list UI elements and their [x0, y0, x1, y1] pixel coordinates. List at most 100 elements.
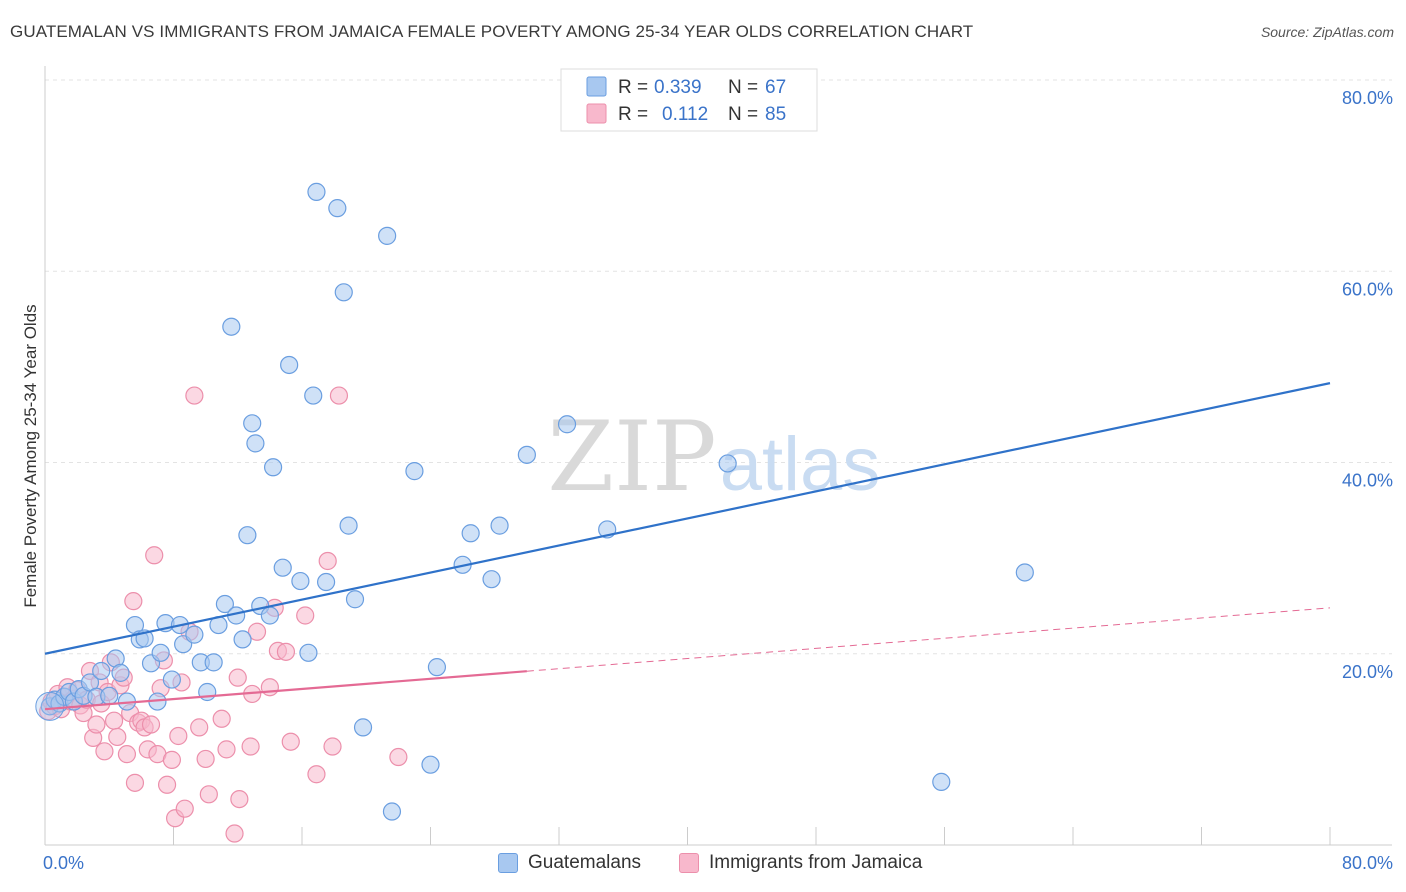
y-tick-label-0: 20.0% — [1342, 662, 1393, 682]
jamaica-point-46 — [190, 718, 209, 737]
jamaica-point-50 — [217, 740, 236, 759]
legend-top: R = 0.339 N = 67 R = 0.112 N = 85 — [560, 68, 818, 132]
jamaica-point-43 — [175, 799, 194, 818]
y-tick-label-2: 60.0% — [1342, 279, 1393, 299]
guatemalans-point-35 — [243, 414, 262, 433]
jamaica-point-49 — [212, 709, 231, 728]
guatemalans-point-42 — [291, 571, 310, 591]
trend-lines — [44, 382, 1331, 711]
guatemalans-point-31 — [222, 317, 241, 336]
jamaica-point-34 — [145, 546, 164, 565]
jamaica-point-53 — [230, 789, 249, 809]
guatemalans-point-64 — [718, 454, 737, 473]
jamaica-point-62 — [296, 606, 315, 625]
y-axis-label: Female Poverty Among 25-34 Year Olds — [21, 304, 40, 607]
guatemalans-point-36 — [246, 434, 265, 453]
guatemalans-point-34 — [238, 526, 257, 545]
jamaica-point-52 — [228, 668, 247, 687]
source-label: Source: ZipAtlas.com — [1260, 24, 1394, 40]
tick-labels: 20.0% 40.0% 60.0% 80.0% 0.0% 80.0% — [43, 88, 1393, 873]
jamaica-point-41 — [169, 726, 188, 746]
guatemalans-point-60 — [490, 516, 509, 535]
guatemalans-point-44 — [304, 386, 323, 405]
guatemalans-point-58 — [461, 524, 480, 543]
jamaica-point-63 — [307, 765, 326, 784]
jamaica-point-27 — [124, 592, 143, 611]
grid-lines — [45, 79, 1392, 655]
guatemalans-point-65 — [932, 772, 951, 791]
jamaica-point-64 — [318, 551, 337, 571]
guatemalans-point-61 — [517, 445, 536, 464]
chart-title: GUATEMALAN VS IMMIGRANTS FROM JAMAICA FE… — [10, 22, 974, 41]
guatemalans-point-40 — [273, 558, 292, 577]
jamaica-point-61 — [281, 732, 300, 751]
jamaica-point-45 — [185, 386, 204, 405]
watermark: ZIP atlas — [547, 401, 880, 513]
legend-n-value-1: 67 — [765, 77, 786, 98]
guatemalans-point-43 — [299, 643, 318, 662]
guatemalans-point-39 — [263, 458, 283, 477]
jamaica-point-33 — [141, 715, 161, 734]
guatemalans-point-38 — [260, 606, 279, 625]
legend-item-guatemalans: Guatemalans — [498, 852, 641, 874]
guatemalans-point-41 — [280, 355, 299, 375]
guatemalans-point-45 — [307, 182, 326, 201]
jamaica-point-28 — [125, 773, 145, 792]
guatemalans-point-10 — [92, 661, 111, 681]
guatemalans-point-49 — [339, 516, 358, 535]
guatemalans-point-28 — [204, 653, 223, 672]
x-tick-label-0: 0.0% — [43, 853, 84, 873]
jamaica-point-47 — [196, 749, 215, 769]
jamaica-point-38 — [157, 775, 177, 794]
guatemalans-point-46 — [316, 572, 336, 592]
jamaica-point-22 — [108, 727, 127, 747]
legend-label-jamaica: Immigrants from Jamaica — [709, 852, 923, 873]
jamaica-point-67 — [389, 747, 408, 767]
legend-n-label-2: N = — [728, 104, 758, 125]
guatemalans-cluster-point — [35, 691, 65, 721]
guatemalans-point-55 — [421, 755, 440, 774]
jamaica-point-48 — [199, 785, 218, 804]
trend-line-guatemalans — [44, 382, 1331, 655]
y-tick-label-1: 40.0% — [1342, 471, 1393, 491]
legend-r-value-2: 0.112 — [662, 104, 708, 125]
legend-item-jamaica: Immigrants from Jamaica — [679, 852, 922, 874]
legend-swatch-pink — [679, 853, 699, 873]
jamaica-point-39 — [162, 750, 181, 769]
watermark-zip: ZIP — [547, 401, 716, 513]
guatemalans-point-25 — [185, 625, 204, 644]
jamaica-point-56 — [247, 622, 267, 641]
trend-line-jamaica-dashed — [526, 607, 1331, 672]
guatemalans-point-13 — [111, 663, 130, 682]
guatemalans-point-56 — [427, 658, 447, 677]
guatemalans-point-54 — [405, 462, 424, 481]
jamaica-point-15 — [87, 715, 106, 734]
jamaica-point-25 — [117, 745, 137, 764]
guatemalans-point-11 — [100, 686, 119, 705]
legend-swatch-blue — [498, 853, 518, 873]
legend-bottom: Guatemalans Immigrants from Jamaica — [0, 852, 1406, 878]
guatemalans-point-20 — [151, 643, 170, 662]
guatemalans-point-22 — [162, 670, 181, 689]
guatemalans-point-47 — [328, 199, 347, 218]
legend-label-guatemalans: Guatemalans — [528, 852, 642, 873]
guatemalans-point-50 — [345, 590, 365, 609]
legend-r-label-1: R = — [618, 77, 648, 98]
jamaica-point-60 — [276, 642, 296, 661]
axes — [44, 66, 1392, 846]
jamaica-point-21 — [104, 711, 124, 730]
jamaica-point-51 — [225, 824, 244, 843]
guatemalans-point-33 — [233, 630, 252, 649]
legend-n-label-1: N = — [728, 77, 758, 98]
legend-top-swatch-pink — [586, 103, 607, 124]
guatemalans-point-62 — [557, 415, 577, 434]
y-tick-label-3: 80.0% — [1342, 88, 1393, 108]
legend-r-value-1: 0.339 — [654, 77, 702, 98]
series-jamaica-points — [39, 386, 408, 843]
trend-line-jamaica-solid — [44, 670, 527, 711]
jamaica-point-57 — [260, 678, 279, 697]
jamaica-point-65 — [323, 737, 342, 756]
x-tick-label-1: 80.0% — [1342, 853, 1393, 873]
jamaica-point-18 — [95, 742, 114, 761]
legend-r-label-2: R = — [618, 104, 648, 125]
